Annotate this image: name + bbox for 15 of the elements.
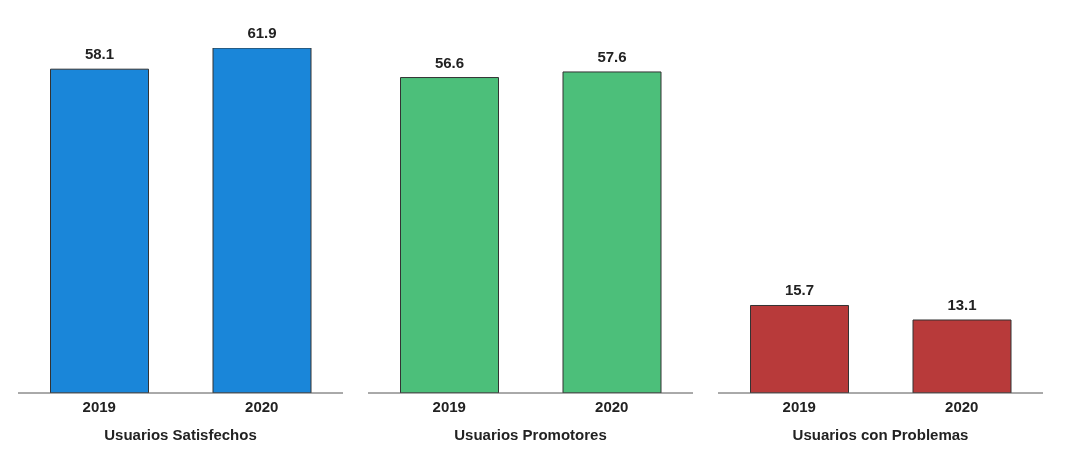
data-label: 56.6 bbox=[434, 53, 465, 71]
data-label: 58.1 bbox=[84, 45, 115, 63]
x-tick-label: 2020 bbox=[245, 397, 279, 415]
data-label: 15.7 bbox=[784, 281, 815, 299]
x-tick-label: 2019 bbox=[782, 397, 816, 415]
x-tick-label: 2020 bbox=[595, 397, 629, 415]
x-tick-label: 2020 bbox=[945, 397, 979, 415]
data-label: 57.6 bbox=[597, 47, 627, 65]
data-label: 61.9 bbox=[247, 24, 277, 41]
data-label: 13.1 bbox=[947, 295, 977, 313]
x-tick-label: 2019 bbox=[432, 397, 466, 415]
x-tick-label: 2019 bbox=[82, 397, 116, 415]
x-axis-title: Usuarios Satisfechos bbox=[104, 426, 257, 443]
x-axis-title: Usuarios con Problemas bbox=[792, 426, 969, 443]
x-axis-title: Usuarios Promotores bbox=[454, 426, 607, 443]
